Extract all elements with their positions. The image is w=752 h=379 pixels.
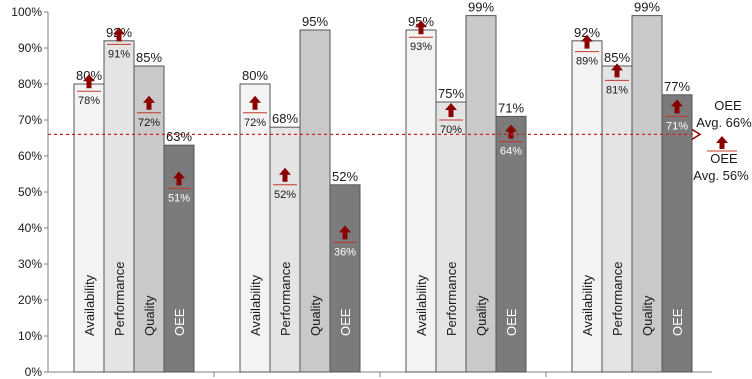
value-label: 80% [242,68,268,83]
increase-arrow-icon [143,95,155,110]
increase-arrow-icon [339,225,351,240]
category-label: Availability [82,274,97,336]
reference-line [48,128,702,141]
previous-value-label: 89% [576,56,598,68]
previous-value-label: 72% [244,117,266,129]
bar-groups: 80% Availability 78% 92% Performance 91% 85% Qu… [73,0,693,373]
category-label: Quality [474,295,489,336]
annotation-oee-value-2: Avg. 56% [693,168,749,183]
category-label: OEE [670,308,685,336]
annotation-oee-label-1: OEE [714,98,742,113]
previous-value-label: 91% [108,48,130,60]
bar-quality [133,65,165,373]
increase-arrow-icon [671,99,683,114]
value-label: 85% [136,50,162,65]
category-label: OEE [172,308,187,336]
category-label: Quality [308,295,323,336]
previous-value-label: 71% [666,120,688,132]
increase-arrow-icon [279,167,291,182]
y-tick-label: 70% [18,113,42,127]
y-axis: 0% 10% 20% 30% 40% 50% 60% 70% 80% 90% 100% [11,5,712,379]
bar-group-1: 80%Availability78%92%Performance91%85%Qu… [73,25,195,373]
value-label: 71% [498,100,524,115]
value-label: 85% [604,50,630,65]
increase-arrow-icon [415,20,427,35]
value-label: 99% [634,0,660,15]
bar-oee [329,184,361,373]
y-tick-label: 10% [18,329,42,343]
category-label: OEE [504,308,519,336]
y-tick-label: 30% [18,257,42,271]
category-label: Performance [278,262,293,336]
y-tick-label: 50% [18,185,42,199]
category-label: Performance [610,262,625,336]
increase-arrow-icon [445,103,457,117]
increase-arrow-icon [249,95,261,110]
value-label: 68% [272,111,298,126]
y-tick-label: 40% [18,221,42,235]
bar-availability [405,29,437,373]
y-tick-label: 60% [18,149,42,163]
value-label: 75% [438,86,464,101]
bar-quality [299,29,331,373]
y-tick-label: 20% [18,293,42,307]
line-arrow-icon [691,128,702,141]
category-label: Quality [142,295,157,336]
previous-value-label: 81% [606,84,628,96]
previous-value-label: 36% [334,246,356,258]
category-label: Availability [414,274,429,336]
increase-arrow-icon [173,171,185,186]
previous-value-label: 51% [168,192,190,204]
category-label: Quality [640,295,655,336]
previous-value-label: 52% [274,189,296,201]
category-label: OEE [338,308,353,336]
bar-group-3: 95%Availability93%75%Performance70%99%Qu… [405,0,527,373]
bar-group-2: 80% Availability 72% 68% Performance 52% 95% Qu… [239,14,361,373]
previous-value-label: 64% [500,146,522,158]
bar-performance [435,101,467,373]
bar-availability [239,83,271,373]
increase-arrow-icon [83,74,95,89]
average-annotations: OEE Avg. 66% OEE Avg. 56% [693,98,752,183]
category-label: Performance [112,262,127,336]
category-label: Performance [444,262,459,336]
previous-value-label: 72% [138,117,160,129]
increase-arrow-icon [581,34,593,49]
y-tick-label: 100% [11,5,42,19]
value-label: 63% [166,129,192,144]
category-label: Availability [580,274,595,336]
value-label: 92% [574,25,600,40]
bar-quality [631,15,663,373]
increase-arrow-icon [113,27,125,42]
annotation-oee-value-1: Avg. 66% [696,115,752,130]
previous-value-label: 93% [410,41,432,53]
y-tick-label: 90% [18,41,42,55]
value-label: 52% [332,169,358,184]
bar-quality [465,15,497,373]
bar-group-4: 92% Availability 89% 85% Performance 81% 99% Qu… [571,0,693,373]
increase-arrow-icon [611,63,623,78]
category-label: Availability [248,274,263,336]
previous-value-label: 70% [440,124,462,136]
annotation-oee-label-2: OEE [710,151,738,166]
previous-value-label: 78% [78,95,100,107]
value-label: 99% [468,0,494,15]
bar-oee [495,115,527,373]
bar-oee [661,94,693,373]
y-tick-label: 0% [25,365,43,379]
y-tick-label: 80% [18,77,42,91]
increase-arrow-icon [505,124,517,139]
annotation-arrow-icon [716,136,728,149]
bar-availability [571,40,603,373]
value-label: 77% [664,79,690,94]
value-label: 95% [302,14,328,29]
